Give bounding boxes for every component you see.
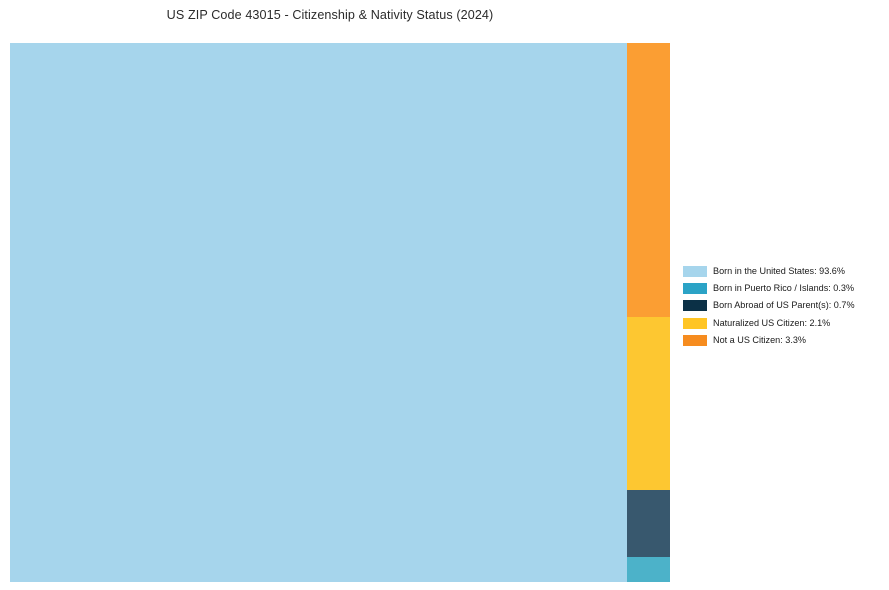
treemap-tile-born-abroad-of-us-parent-s[interactable] (627, 490, 670, 557)
legend-swatch-born-abroad (683, 300, 707, 312)
legend-label: Born Abroad of US Parent(s): 0.7% (713, 300, 855, 311)
treemap-tile-born-in-puerto-rico-islands[interactable] (627, 557, 670, 582)
legend-label: Not a US Citizen: 3.3% (713, 334, 806, 345)
treemap-tile-not-a-us-citizen[interactable] (627, 43, 670, 317)
legend-item-2[interactable]: Born Abroad of US Parent(s): 0.7% (683, 297, 883, 314)
legend-swatch-not-citizen (683, 334, 707, 346)
treemap-plot-area (10, 43, 670, 582)
legend-label: Born in the United States: 93.6% (713, 266, 845, 277)
legend-label: Naturalized US Citizen: 2.1% (713, 317, 831, 328)
legend-item-4[interactable]: Not a US Citizen: 3.3% (683, 332, 883, 349)
chart-legend: Born in the United States: 93.6% Born in … (683, 263, 883, 349)
treemap-tile-naturalized-us-citizen[interactable] (627, 317, 670, 490)
chart-title: US ZIP Code 43015 - Citizenship & Nativi… (166, 8, 494, 22)
legend-item-0[interactable]: Born in the United States: 93.6% (683, 263, 883, 280)
legend-swatch-born-in-us (683, 266, 707, 278)
legend-swatch-naturalized (683, 317, 707, 329)
legend-item-3[interactable]: Naturalized US Citizen: 2.1% (683, 315, 883, 332)
treemap-tile-born-in-the-united-states[interactable] (10, 43, 627, 582)
legend-label: Born in Puerto Rico / Islands: 0.3% (713, 283, 855, 294)
legend-swatch-puerto-rico (683, 283, 707, 295)
legend-item-1[interactable]: Born in Puerto Rico / Islands: 0.3% (683, 280, 883, 297)
